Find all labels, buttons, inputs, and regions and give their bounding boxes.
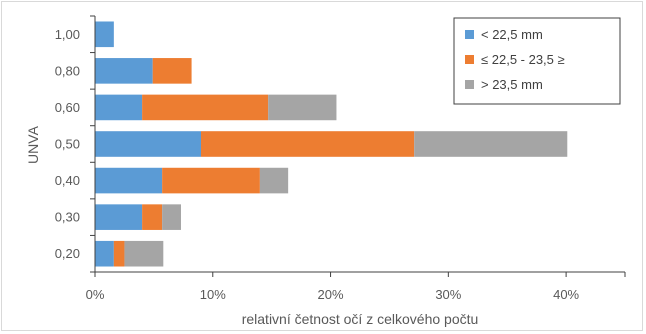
x-tick-label: 20%	[318, 287, 344, 302]
bar-segment	[414, 131, 568, 157]
bar-segment	[162, 167, 260, 194]
bar-segment	[201, 131, 415, 157]
legend-swatch	[465, 80, 474, 89]
y-axis-title: UNVA	[25, 125, 41, 164]
x-tick-label: 30%	[435, 287, 461, 302]
y-tick-label: 1,00	[55, 27, 80, 42]
x-axis-title: relativní četnost očí z celkového počtu	[242, 311, 479, 327]
legend-label: ≤ 22,5 - 23,5 ≥	[481, 52, 565, 67]
bar-segment	[95, 167, 163, 194]
y-tick-label: 0,50	[55, 137, 80, 152]
bar-segment	[95, 94, 143, 121]
bar-segment	[95, 240, 114, 267]
x-tick-label: 0%	[86, 287, 105, 302]
x-tick-label: 40%	[553, 287, 579, 302]
bar-segment	[162, 204, 181, 230]
bar-segment	[152, 58, 192, 84]
x-tick-labels: 0% 10% 20% 30% 40%	[86, 272, 626, 302]
legend-swatch	[465, 55, 474, 64]
bar-segment	[142, 94, 269, 121]
legend-label: < 22,5 mm	[481, 27, 543, 42]
y-tick-label: 0,60	[55, 100, 80, 115]
y-tick-labels: 0,20 0,30 0,40 0,50 0,60 0,80 1,00	[55, 15, 95, 273]
y-tick-label: 0,30	[55, 210, 80, 225]
bar-segment	[142, 204, 163, 230]
bar-segment	[95, 21, 114, 48]
axes-layer	[94, 16, 625, 273]
bar-segment	[95, 58, 153, 84]
bar-segment	[259, 167, 289, 194]
y-tick-label: 0,20	[55, 246, 80, 261]
legend-swatch	[465, 30, 474, 39]
y-tick-label: 0,80	[55, 63, 80, 78]
bar-segment	[124, 240, 164, 267]
bar-segment	[95, 131, 201, 157]
bar-segment	[95, 204, 143, 230]
legend-box	[453, 17, 621, 105]
x-tick-label: 10%	[200, 287, 226, 302]
bar-segment	[268, 94, 337, 121]
legend-label: > 23,5 mm	[481, 77, 543, 92]
y-tick-label: 0,40	[55, 173, 80, 188]
bar-segment	[113, 240, 125, 267]
bars-layer	[95, 21, 568, 267]
legend: < 22,5 mm ≤ 22,5 - 23,5 ≥ > 23,5 mm	[453, 17, 621, 105]
